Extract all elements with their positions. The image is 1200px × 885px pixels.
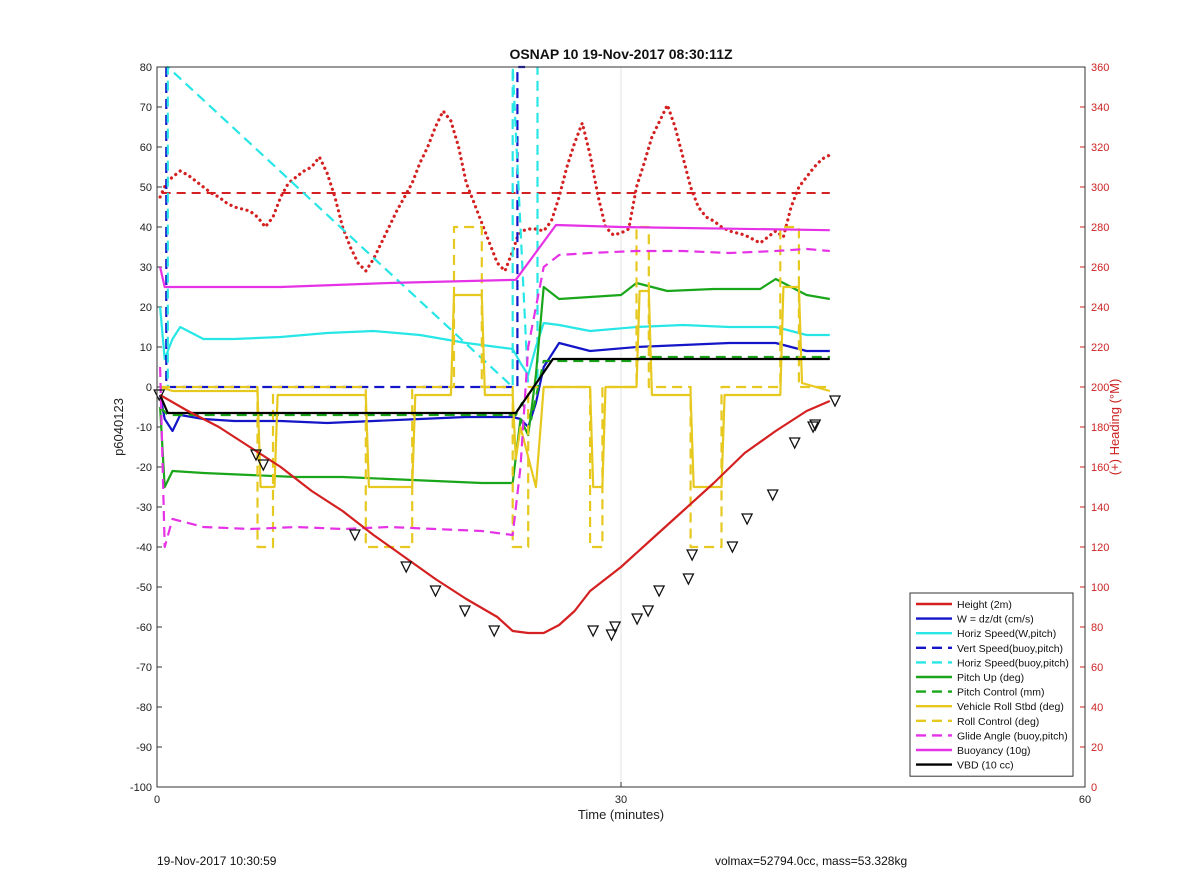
height-marker: [348, 529, 361, 542]
x-axis-ticks: 0 30 60: [154, 782, 1091, 806]
series-8: [160, 225, 830, 549]
x-tick-label: 0: [154, 794, 160, 806]
y2-tick-label: 120: [1091, 542, 1109, 554]
y-tick-label: -100: [130, 782, 152, 794]
y2-tick-label: 340: [1091, 102, 1109, 114]
height-marker: [809, 419, 822, 432]
y2-tick-label: 20: [1091, 742, 1103, 754]
height-marker: [458, 605, 471, 618]
y2-tick-label: 0: [1091, 782, 1097, 794]
height-marker: [726, 541, 739, 554]
height-marker: [257, 459, 270, 472]
y2-tick-label: 280: [1091, 222, 1109, 234]
y-tick-label: -90: [136, 742, 152, 754]
series-heading: [158, 100, 832, 274]
series-9: [159, 247, 830, 549]
legend-label: Glide Angle (buoy,pitch): [957, 730, 1068, 742]
plot-frame: [156, 66, 1086, 788]
height-marker: [653, 585, 666, 598]
y-tick-label: 50: [140, 182, 152, 194]
legend-label: Horiz Speed(W,pitch): [957, 628, 1056, 640]
legend-label: Pitch Up (deg): [957, 672, 1024, 684]
legend-label: Pitch Control (mm): [957, 687, 1045, 699]
height-marker: [587, 625, 600, 638]
y2-tick-label: 180: [1091, 422, 1109, 434]
series-0: [159, 394, 831, 635]
height-marker: [631, 613, 644, 626]
footer-volmax-mass: volmax=52794.0cc, mass=53.328kg: [715, 854, 908, 868]
y-tick-label: -60: [136, 622, 152, 634]
height-marker: [400, 561, 413, 574]
height-marker: [605, 629, 618, 642]
legend-label: Vert Speed(buoy,pitch): [957, 643, 1063, 655]
y2-tick-label: 320: [1091, 142, 1109, 154]
y2-tick-label: 200: [1091, 382, 1109, 394]
y2-tick-label: 300: [1091, 182, 1109, 194]
y2-tick-label: 60: [1091, 662, 1103, 674]
legend: Height (2m) W = dz/dt (cm/s) Horiz Speed(W…: [909, 592, 1074, 777]
legend-box: [909, 592, 1074, 777]
y2-tick-label: 360: [1091, 62, 1109, 74]
y-tick-label: 40: [140, 222, 152, 234]
y-tick-label: 30: [140, 262, 152, 274]
y-tick-label: -70: [136, 662, 152, 674]
legend-label: Roll Control (deg): [957, 716, 1039, 728]
height-marker: [788, 437, 801, 450]
height-marker: [807, 421, 820, 434]
chart-title: OSNAP 10 19-Nov-2017 08:30:11Z: [509, 46, 733, 62]
height-marker: [766, 489, 779, 502]
height-marker: [609, 621, 622, 634]
y2-tick-label: 240: [1091, 302, 1109, 314]
legend-label: Horiz Speed(buoy,pitch): [957, 657, 1069, 669]
footer-timestamp: 19-Nov-2017 10:30:59: [157, 854, 277, 868]
height-marker: [828, 395, 842, 408]
y2-tick-label: 220: [1091, 342, 1109, 354]
series-11: [159, 357, 830, 415]
x-tick-label: 30: [615, 794, 627, 806]
y-tick-label: -50: [136, 582, 152, 594]
y2-tick-label: 140: [1091, 502, 1109, 514]
y2-tick-label: 160: [1091, 462, 1109, 474]
y-tick-label: -30: [136, 502, 152, 514]
y2-axis-label: (+) Heading (°M): [1107, 379, 1122, 476]
plot-area: [153, 65, 842, 642]
legend-label: W = dz/dt (cm/s): [957, 614, 1034, 626]
y-tick-label: 70: [140, 102, 152, 114]
y-tick-label: -20: [136, 462, 152, 474]
height-marker: [686, 549, 699, 562]
series-1: [159, 341, 830, 433]
legend-label: Buoyancy (10g): [957, 745, 1031, 757]
y-tick-label: 60: [140, 142, 152, 154]
series-2: [159, 306, 830, 377]
height-marker: [741, 513, 754, 526]
left-axis-ticks: 80 70 60 50 40 30 20 10 0 -10 -20 -30 -40 -50 -60 -70 -8…: [130, 62, 162, 794]
legend-label: VBD (10 cc): [957, 760, 1014, 772]
y2-tick-label: 100: [1091, 582, 1109, 594]
series-7: [159, 285, 831, 489]
height-marker: [488, 625, 501, 638]
y-tick-label: 20: [140, 302, 152, 314]
legend-label: Vehicle Roll Stbd (deg): [957, 701, 1064, 713]
y-tick-label: 10: [140, 342, 152, 354]
height-marker: [642, 605, 655, 618]
y-tick-label: 80: [140, 62, 152, 74]
y-tick-label: -80: [136, 702, 152, 714]
x-tick-label: 60: [1079, 794, 1091, 806]
height-marker: [682, 573, 695, 586]
y-tick-label: 0: [146, 382, 152, 394]
y2-tick-label: 40: [1091, 702, 1103, 714]
height-marker: [249, 449, 263, 462]
right-axis-ticks: 3603403203002802602402202001801601401201…: [1080, 62, 1109, 794]
y-tick-label: -10: [136, 422, 152, 434]
y-axis-label: p6040123: [111, 398, 126, 456]
series-10: [159, 223, 830, 289]
y2-tick-label: 260: [1091, 262, 1109, 274]
height-marker: [429, 585, 442, 598]
y2-tick-label: 80: [1091, 622, 1103, 634]
legend-label: Height (2m): [957, 599, 1012, 611]
y-tick-label: -40: [136, 542, 152, 554]
x-axis-label: Time (minutes): [578, 807, 664, 822]
